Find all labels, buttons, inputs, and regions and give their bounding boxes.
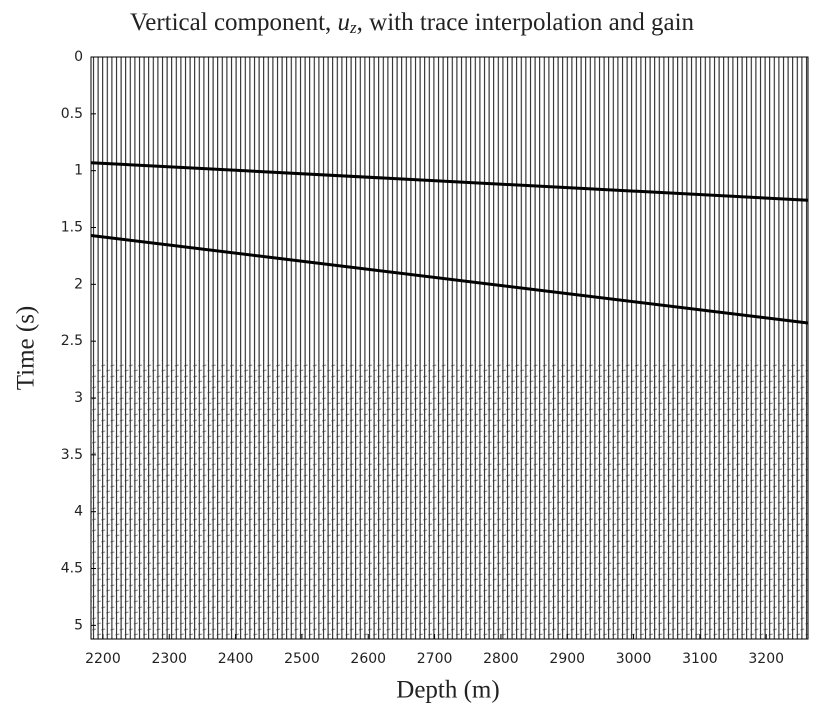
y-tick-label: 0 xyxy=(74,49,83,65)
arrival-line xyxy=(90,233,809,325)
y-tick-label: 1.5 xyxy=(61,220,83,236)
y-tick-label: 3 xyxy=(74,390,83,406)
x-tick-label: 2400 xyxy=(218,651,254,667)
x-tick-label: 3200 xyxy=(748,651,784,667)
x-tick-label: 2800 xyxy=(483,651,519,667)
arrival-line xyxy=(90,161,809,202)
y-tick-label: 1 xyxy=(74,163,83,179)
x-tick-label: 2600 xyxy=(350,651,386,667)
x-tick-label: 2700 xyxy=(417,651,453,667)
y-tick-label: 4 xyxy=(74,504,83,520)
noise-texture xyxy=(91,360,808,639)
x-tick-label: 3000 xyxy=(616,651,652,667)
x-tick-label: 2200 xyxy=(85,651,121,667)
chart-title: Vertical component, uz, with trace inter… xyxy=(130,9,695,37)
y-tick-label: 3.5 xyxy=(61,447,83,463)
y-axis-label: Time (s) xyxy=(13,306,40,391)
y-tick-label: 5 xyxy=(74,617,83,633)
x-tick-label: 2300 xyxy=(151,651,187,667)
title-part: Vertical component, xyxy=(130,9,338,36)
x-tick-label: 2500 xyxy=(284,651,320,667)
y-tick-label: 2 xyxy=(74,276,83,292)
x-tick-label: 3100 xyxy=(682,651,718,667)
y-tick-label: 4.5 xyxy=(61,561,83,577)
y-tick-label: 0.5 xyxy=(61,106,83,122)
title-part: , with trace interpolation and gain xyxy=(357,9,695,36)
x-tick-label: 2900 xyxy=(549,651,585,667)
title-part: z xyxy=(349,18,357,37)
y-tick-label: 2.5 xyxy=(61,333,83,349)
title-part: u xyxy=(338,9,351,36)
plot-frame xyxy=(90,56,809,640)
x-axis-label: Depth (m) xyxy=(396,677,499,704)
